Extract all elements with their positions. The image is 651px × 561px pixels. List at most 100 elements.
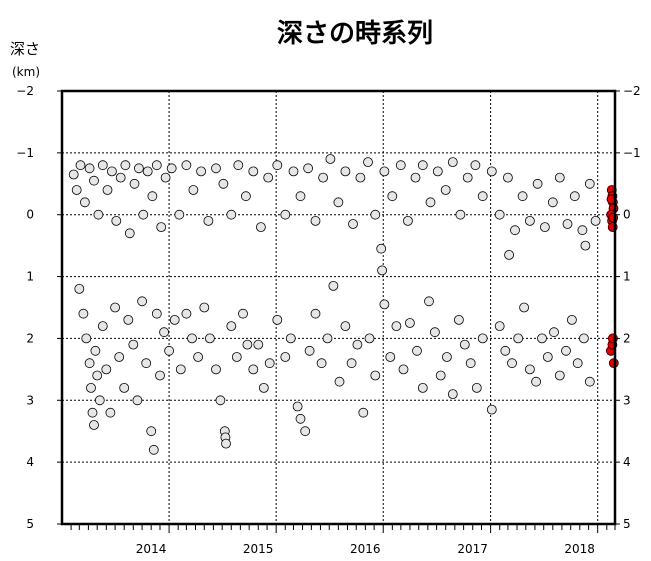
data-point [417, 160, 428, 171]
data-point [111, 215, 122, 226]
data-point [196, 166, 207, 177]
data-points [68, 154, 619, 455]
data-point [164, 345, 175, 356]
data-point [459, 339, 470, 350]
grid [62, 91, 615, 524]
data-point [453, 314, 464, 325]
data-point [486, 166, 497, 177]
data-point [141, 358, 152, 369]
data-point [199, 302, 210, 313]
y-tick-label: 4 [26, 455, 34, 469]
data-point [248, 166, 259, 177]
data-point [240, 191, 251, 202]
data-point [410, 172, 421, 183]
data-point [510, 225, 520, 236]
y-tick-label: 0 [26, 208, 34, 222]
y-tick-label: 5 [26, 517, 34, 531]
data-point [280, 209, 291, 220]
data-point [253, 339, 264, 350]
data-point [248, 364, 259, 375]
data-point [391, 321, 402, 332]
data-point [402, 215, 413, 226]
data-point [525, 215, 535, 226]
data-point [328, 280, 339, 291]
data-point [115, 172, 126, 183]
y-axis-label: 深さ [10, 40, 40, 58]
data-point [477, 333, 488, 344]
data-point [166, 163, 177, 174]
x-tick-label-2014: 2014 [136, 542, 167, 556]
x-tick-label-2017: 2017 [457, 542, 488, 556]
data-point [547, 197, 558, 208]
data-point [142, 166, 153, 177]
data-point [364, 333, 375, 344]
data-point [465, 358, 476, 369]
data-point [340, 321, 351, 332]
data-point [97, 321, 108, 332]
y-tick-label-right: 4 [623, 455, 631, 469]
data-point [193, 352, 204, 362]
data-point [358, 407, 369, 418]
data-point [310, 308, 321, 319]
data-point [494, 321, 505, 332]
y-tick-label: 1 [26, 270, 34, 284]
data-point [110, 302, 120, 313]
data-point [138, 209, 149, 220]
data-point [584, 376, 595, 387]
data-point [477, 191, 488, 202]
data-point [264, 358, 275, 369]
y-ticks-left: −2 −1 0 1 2 3 4 5 [16, 84, 62, 531]
data-point [86, 382, 96, 393]
data-point [151, 160, 162, 171]
data-point [160, 172, 171, 183]
data-point [255, 222, 266, 233]
data-point [133, 163, 144, 174]
data-point [554, 172, 565, 183]
data-point [295, 191, 306, 202]
data-point [440, 185, 451, 195]
data-point [569, 191, 580, 202]
data-point [218, 178, 229, 189]
data-point [71, 185, 82, 195]
y-tick-label-right: −2 [623, 84, 641, 98]
data-point [486, 404, 497, 415]
chart-title: 深さの時系列 [277, 19, 433, 49]
data-point [318, 172, 329, 183]
data-point [455, 209, 466, 220]
data-point [231, 352, 242, 362]
data-point [151, 308, 162, 319]
data-point [187, 333, 197, 344]
data-point [128, 339, 139, 350]
data-point [352, 339, 363, 350]
data-point [295, 413, 306, 424]
data-point [577, 225, 588, 236]
data-point [385, 352, 396, 362]
data-point [221, 438, 231, 449]
data-point [424, 296, 434, 307]
data-point [226, 321, 237, 332]
data-point [272, 160, 283, 171]
data-point [470, 160, 481, 171]
data-point [233, 160, 244, 171]
data-point [258, 382, 269, 393]
data-point [94, 395, 105, 406]
data-point [175, 364, 186, 375]
data-point [334, 376, 345, 387]
y-tick-label: 2 [26, 331, 34, 345]
data-point [525, 364, 535, 375]
x-tick-label-2018: 2018 [564, 542, 595, 556]
data-point [211, 163, 221, 174]
data-point [148, 444, 159, 455]
data-point [346, 358, 357, 369]
data-point [363, 157, 373, 168]
data-point [87, 407, 98, 418]
data-point [579, 333, 589, 344]
data-point [68, 169, 79, 180]
data-point [379, 299, 390, 310]
x-tick-label-2016: 2016 [350, 542, 381, 556]
data-point [226, 209, 237, 220]
data-point [417, 382, 428, 393]
data-point [129, 178, 140, 189]
data-point [304, 345, 315, 356]
data-point [404, 318, 415, 328]
